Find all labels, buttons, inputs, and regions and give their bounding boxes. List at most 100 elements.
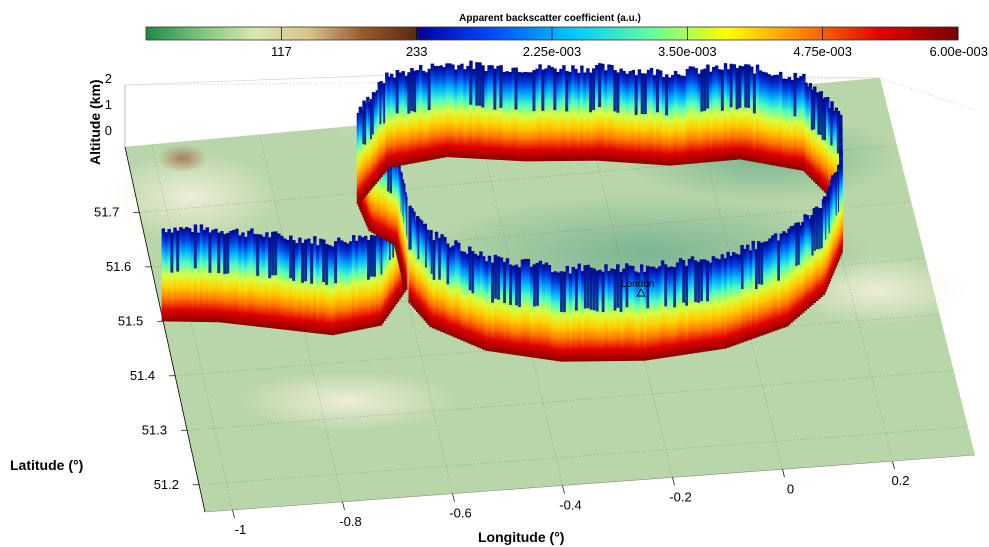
curtain-cloud bbox=[634, 75, 638, 115]
curtain-profile bbox=[645, 265, 650, 361]
curtain-profile bbox=[430, 63, 435, 160]
curtain-cloud bbox=[541, 69, 545, 111]
curtain-profile bbox=[779, 71, 783, 167]
curtain-profile bbox=[805, 215, 810, 309]
x-tick-label: -1 bbox=[235, 522, 247, 537]
curtain-profile bbox=[634, 271, 638, 361]
curtain-profile bbox=[821, 199, 826, 296]
curtain-cloud bbox=[496, 256, 500, 300]
curtain-cloud bbox=[616, 72, 620, 113]
curtain-profile bbox=[787, 228, 791, 325]
curtain-profile bbox=[250, 228, 254, 326]
curtain-profile bbox=[202, 229, 207, 323]
curtain-profile bbox=[782, 231, 786, 328]
curtain-profile bbox=[481, 65, 485, 160]
curtain-profile bbox=[319, 238, 323, 334]
curtain-profile bbox=[690, 256, 695, 354]
curtain-profile bbox=[437, 237, 442, 331]
curtain-cloud bbox=[823, 97, 828, 141]
curtain-profile bbox=[714, 258, 719, 350]
curtain-profile bbox=[709, 71, 713, 162]
curtain-profile bbox=[712, 66, 716, 162]
curtain-profile bbox=[702, 259, 707, 352]
y-tick-label: 51.6 bbox=[106, 259, 131, 274]
grid-line-lat bbox=[151, 201, 912, 268]
curtain-profile bbox=[553, 271, 558, 361]
curtain-profile bbox=[691, 66, 695, 164]
curtain-profile bbox=[565, 70, 569, 161]
curtain-profile bbox=[358, 235, 362, 330]
curtain-profile bbox=[410, 208, 414, 306]
curtain-profile bbox=[699, 259, 704, 353]
curtain-profile bbox=[538, 260, 543, 359]
curtain-cloud bbox=[322, 239, 326, 283]
curtain-profile bbox=[373, 93, 378, 184]
curtain-cloud bbox=[830, 101, 834, 146]
curtain-cloud bbox=[364, 103, 368, 145]
curtain-profile bbox=[801, 221, 805, 313]
curtain-profile bbox=[386, 150, 390, 242]
colorbar: Apparent backscatter coefficient (a.u.) … bbox=[145, 13, 988, 59]
curtain-profile bbox=[693, 260, 698, 354]
curtain-cloud bbox=[301, 242, 305, 283]
curtain-profile bbox=[610, 65, 614, 162]
curtain-profile bbox=[619, 271, 623, 361]
curtain-profile bbox=[631, 69, 636, 164]
curtain-profile bbox=[381, 142, 385, 239]
curtain-profile bbox=[369, 234, 374, 328]
curtain-profile bbox=[454, 240, 458, 338]
x-tick-mark bbox=[342, 501, 345, 510]
curtain-cloud bbox=[502, 261, 506, 304]
curtain-cloud bbox=[814, 206, 819, 250]
london-marker: London bbox=[621, 279, 654, 297]
curtain-cloud bbox=[705, 260, 709, 302]
curtain-profile bbox=[817, 92, 821, 187]
curtain-profile bbox=[808, 218, 812, 307]
curtain-cloud bbox=[395, 70, 399, 114]
curtain-profile bbox=[789, 226, 794, 323]
curtain-profile bbox=[761, 71, 766, 164]
curtain-profile bbox=[601, 271, 605, 362]
colorbar-ticks: 117 233 2.25e-003 3.50e-003 4.75e-003 6.00e-0… bbox=[271, 27, 988, 59]
curtain-profile bbox=[715, 65, 719, 162]
curtain-cloud bbox=[517, 267, 521, 308]
curtain-profile bbox=[601, 63, 605, 162]
curtain-profile bbox=[434, 231, 439, 330]
curtain-cloud bbox=[625, 263, 629, 308]
curtain-profile bbox=[773, 74, 777, 166]
curtain-profile bbox=[277, 233, 281, 330]
x-tick-label: 0.2 bbox=[891, 473, 909, 488]
curtain-cloud bbox=[468, 246, 472, 291]
curtain-profile bbox=[310, 243, 314, 333]
curtain-profile bbox=[381, 83, 385, 175]
curtain-profile bbox=[358, 106, 363, 202]
curtain-profile bbox=[785, 232, 789, 327]
curtain-profile bbox=[375, 90, 380, 182]
curtain-profile bbox=[376, 138, 380, 236]
curtain-profile bbox=[784, 78, 789, 168]
curtain-profile bbox=[754, 249, 758, 338]
curtain-cloud bbox=[794, 223, 798, 267]
z-tick-label: 0 bbox=[105, 123, 112, 138]
curtain-cloud bbox=[720, 69, 725, 111]
curtain-profile bbox=[547, 264, 552, 360]
curtain-profile bbox=[448, 63, 452, 158]
curtain-profile bbox=[401, 71, 405, 166]
terrain-shade bbox=[237, 371, 458, 432]
curtain-profile bbox=[559, 271, 564, 362]
curtain-profile bbox=[523, 258, 528, 357]
curtain-profile bbox=[366, 239, 371, 329]
curtain-profile bbox=[460, 63, 464, 158]
curtain-profile bbox=[616, 264, 620, 362]
curtain-profile bbox=[556, 71, 560, 162]
curtain-profile bbox=[407, 72, 411, 165]
curtain-profile bbox=[496, 256, 501, 353]
curtain-cloud bbox=[729, 63, 733, 108]
colorbar-title: Apparent backscatter coefficient (a.u.) bbox=[459, 13, 641, 24]
curtain-profile bbox=[173, 227, 177, 322]
curtain-profile bbox=[631, 265, 635, 361]
curtain-profile bbox=[535, 68, 539, 162]
curtain-profile bbox=[413, 70, 417, 164]
curtain-profile bbox=[577, 72, 581, 161]
curtain-cloud bbox=[445, 243, 450, 285]
